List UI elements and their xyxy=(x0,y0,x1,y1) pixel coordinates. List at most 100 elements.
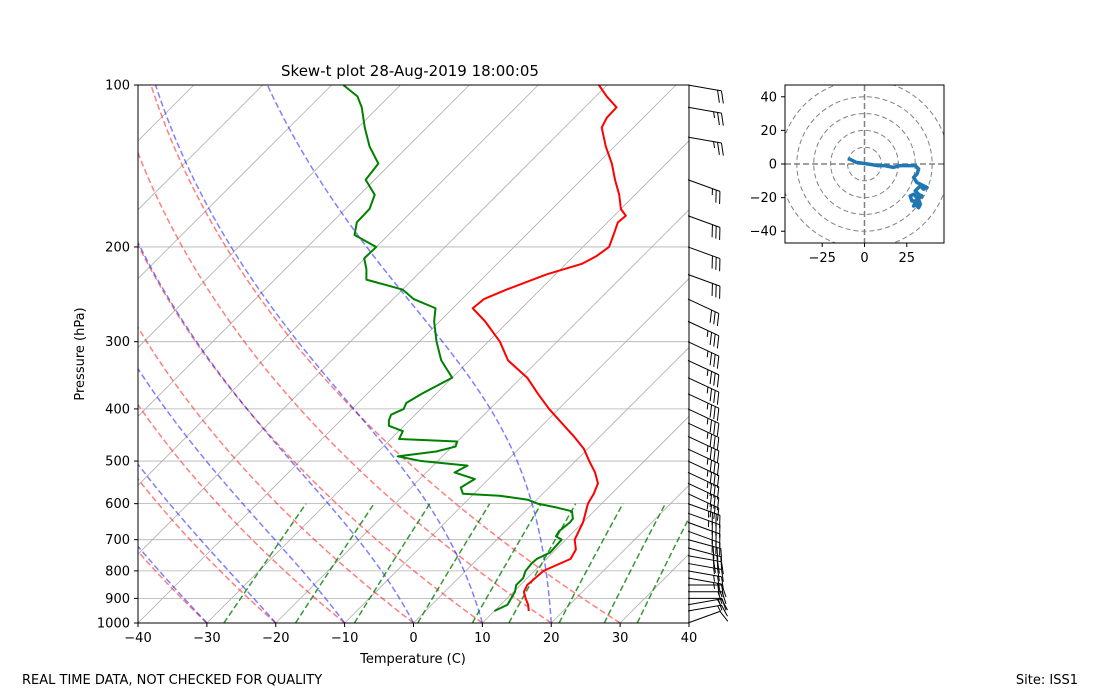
barb-feather xyxy=(720,90,724,104)
barb-feather xyxy=(717,583,720,596)
dry-adiabat xyxy=(138,550,208,623)
hodograph-y-tick-label: 20 xyxy=(760,124,777,139)
barb-feather xyxy=(720,576,724,590)
barb-feather xyxy=(709,504,713,518)
barb-feather xyxy=(716,335,720,349)
barb-feather xyxy=(709,404,713,418)
y-tick-label: 800 xyxy=(105,564,130,579)
site-label: Site: ISS1 xyxy=(1015,673,1078,688)
barb-half-feather xyxy=(706,481,709,489)
mixing-ratio-line xyxy=(353,503,431,623)
wind-barb xyxy=(687,577,724,597)
mixing-ratio-line xyxy=(508,503,577,623)
y-tick-label: 400 xyxy=(105,402,130,417)
y-tick-label: 600 xyxy=(105,497,130,512)
barb-feather xyxy=(717,90,720,103)
skew-t-frame xyxy=(137,84,690,624)
wind-barb xyxy=(688,591,727,604)
dry-adiabat xyxy=(138,403,346,623)
barb-feather xyxy=(720,583,724,597)
barb-staff xyxy=(687,435,720,452)
x-tick-label: −40 xyxy=(124,631,151,646)
barb-feather xyxy=(716,486,720,500)
barb-feather xyxy=(716,356,720,369)
barb-staff xyxy=(687,246,721,260)
barb-feather xyxy=(716,437,720,451)
x-tick-label: −10 xyxy=(331,631,358,646)
barb-half-feather xyxy=(706,403,709,410)
x-tick-label: −30 xyxy=(193,631,220,646)
isotherm-gridline xyxy=(413,346,689,623)
hodograph-y-tick-label: 0 xyxy=(769,158,777,173)
moist-adiabat xyxy=(138,545,208,623)
barb-feather xyxy=(713,354,716,367)
wind-barb xyxy=(687,448,720,477)
dry-adiabat xyxy=(138,326,414,623)
wind-barb xyxy=(688,584,727,598)
wind-barb xyxy=(687,298,720,327)
barb-feather xyxy=(716,313,720,327)
moist-adiabat xyxy=(266,85,552,623)
barb-feather xyxy=(709,332,713,345)
barb-feather xyxy=(713,435,716,449)
wind-barb xyxy=(687,377,720,405)
barb-feather xyxy=(709,310,713,323)
barb-staff xyxy=(687,577,722,585)
wind-barb xyxy=(687,84,724,104)
barb-feather xyxy=(713,390,716,404)
skew-t-plot-area xyxy=(0,85,689,623)
hodograph-plot-area xyxy=(785,85,944,243)
wind-barb xyxy=(687,435,720,464)
isotherm-gridline xyxy=(138,85,332,280)
wind-barb xyxy=(687,539,723,562)
temperature-profile xyxy=(471,85,627,612)
hodograph-y-axis: 40 20 0 −20 −40 xyxy=(750,90,785,240)
barb-staff xyxy=(687,341,720,357)
barb-staff xyxy=(687,359,720,376)
isotherm-gridline xyxy=(0,85,56,623)
barb-feather xyxy=(716,475,720,489)
barb-half-feather xyxy=(706,350,709,358)
barb-feather xyxy=(713,333,716,347)
barb-feather xyxy=(709,434,713,447)
barb-half-feather xyxy=(706,330,709,337)
barb-staff xyxy=(687,320,720,337)
x-tick-label: 30 xyxy=(612,631,629,646)
barb-half-feather xyxy=(713,575,716,582)
barb-half-feather xyxy=(713,111,716,119)
mixing-ratio-line xyxy=(636,516,689,623)
y-tick-label: 500 xyxy=(105,455,130,470)
dewpoint-profile xyxy=(342,85,574,612)
hodograph-x-tick-label: 25 xyxy=(899,251,916,266)
dry-adiabat xyxy=(138,243,483,623)
barb-staff xyxy=(687,136,722,144)
isotherm-gridline xyxy=(138,85,195,142)
barb-half-feather xyxy=(706,369,709,377)
barb-feather xyxy=(709,447,713,461)
skew-t-y-axis: 100 200 300 400 500 600 700 800 900 1000 xyxy=(97,79,138,632)
moist-adiabat xyxy=(138,367,346,623)
y-tick-label: 300 xyxy=(105,335,130,350)
barb-feather xyxy=(721,598,727,611)
isotherm-gridline xyxy=(138,85,539,486)
barb-feather xyxy=(716,392,720,405)
wind-barb xyxy=(687,521,721,547)
hodograph-y-tick-label: 40 xyxy=(760,90,777,105)
barb-feather xyxy=(709,483,713,497)
barb-staff xyxy=(687,610,721,624)
barb-staff xyxy=(687,106,722,114)
barb-feather xyxy=(709,459,713,473)
barb-feather xyxy=(713,311,716,325)
skew-t-chart: Skew-t plot 28-Aug-2019 18:00:05 −40 −30−… xyxy=(0,62,697,667)
skew-t-x-axis: −40 −30 −20 −10 0 10 20 30 40 xyxy=(124,623,697,646)
barb-feather xyxy=(713,495,716,509)
x-tick-label: −20 xyxy=(262,631,289,646)
y-tick-label: 900 xyxy=(105,592,130,607)
barb-feather xyxy=(719,611,729,622)
isotherm-gridline xyxy=(138,85,677,623)
barb-staff xyxy=(687,530,721,544)
barb-feather xyxy=(721,604,728,617)
barb-feather xyxy=(709,419,713,433)
barb-half-feather xyxy=(706,492,709,499)
barb-staff xyxy=(687,298,720,314)
